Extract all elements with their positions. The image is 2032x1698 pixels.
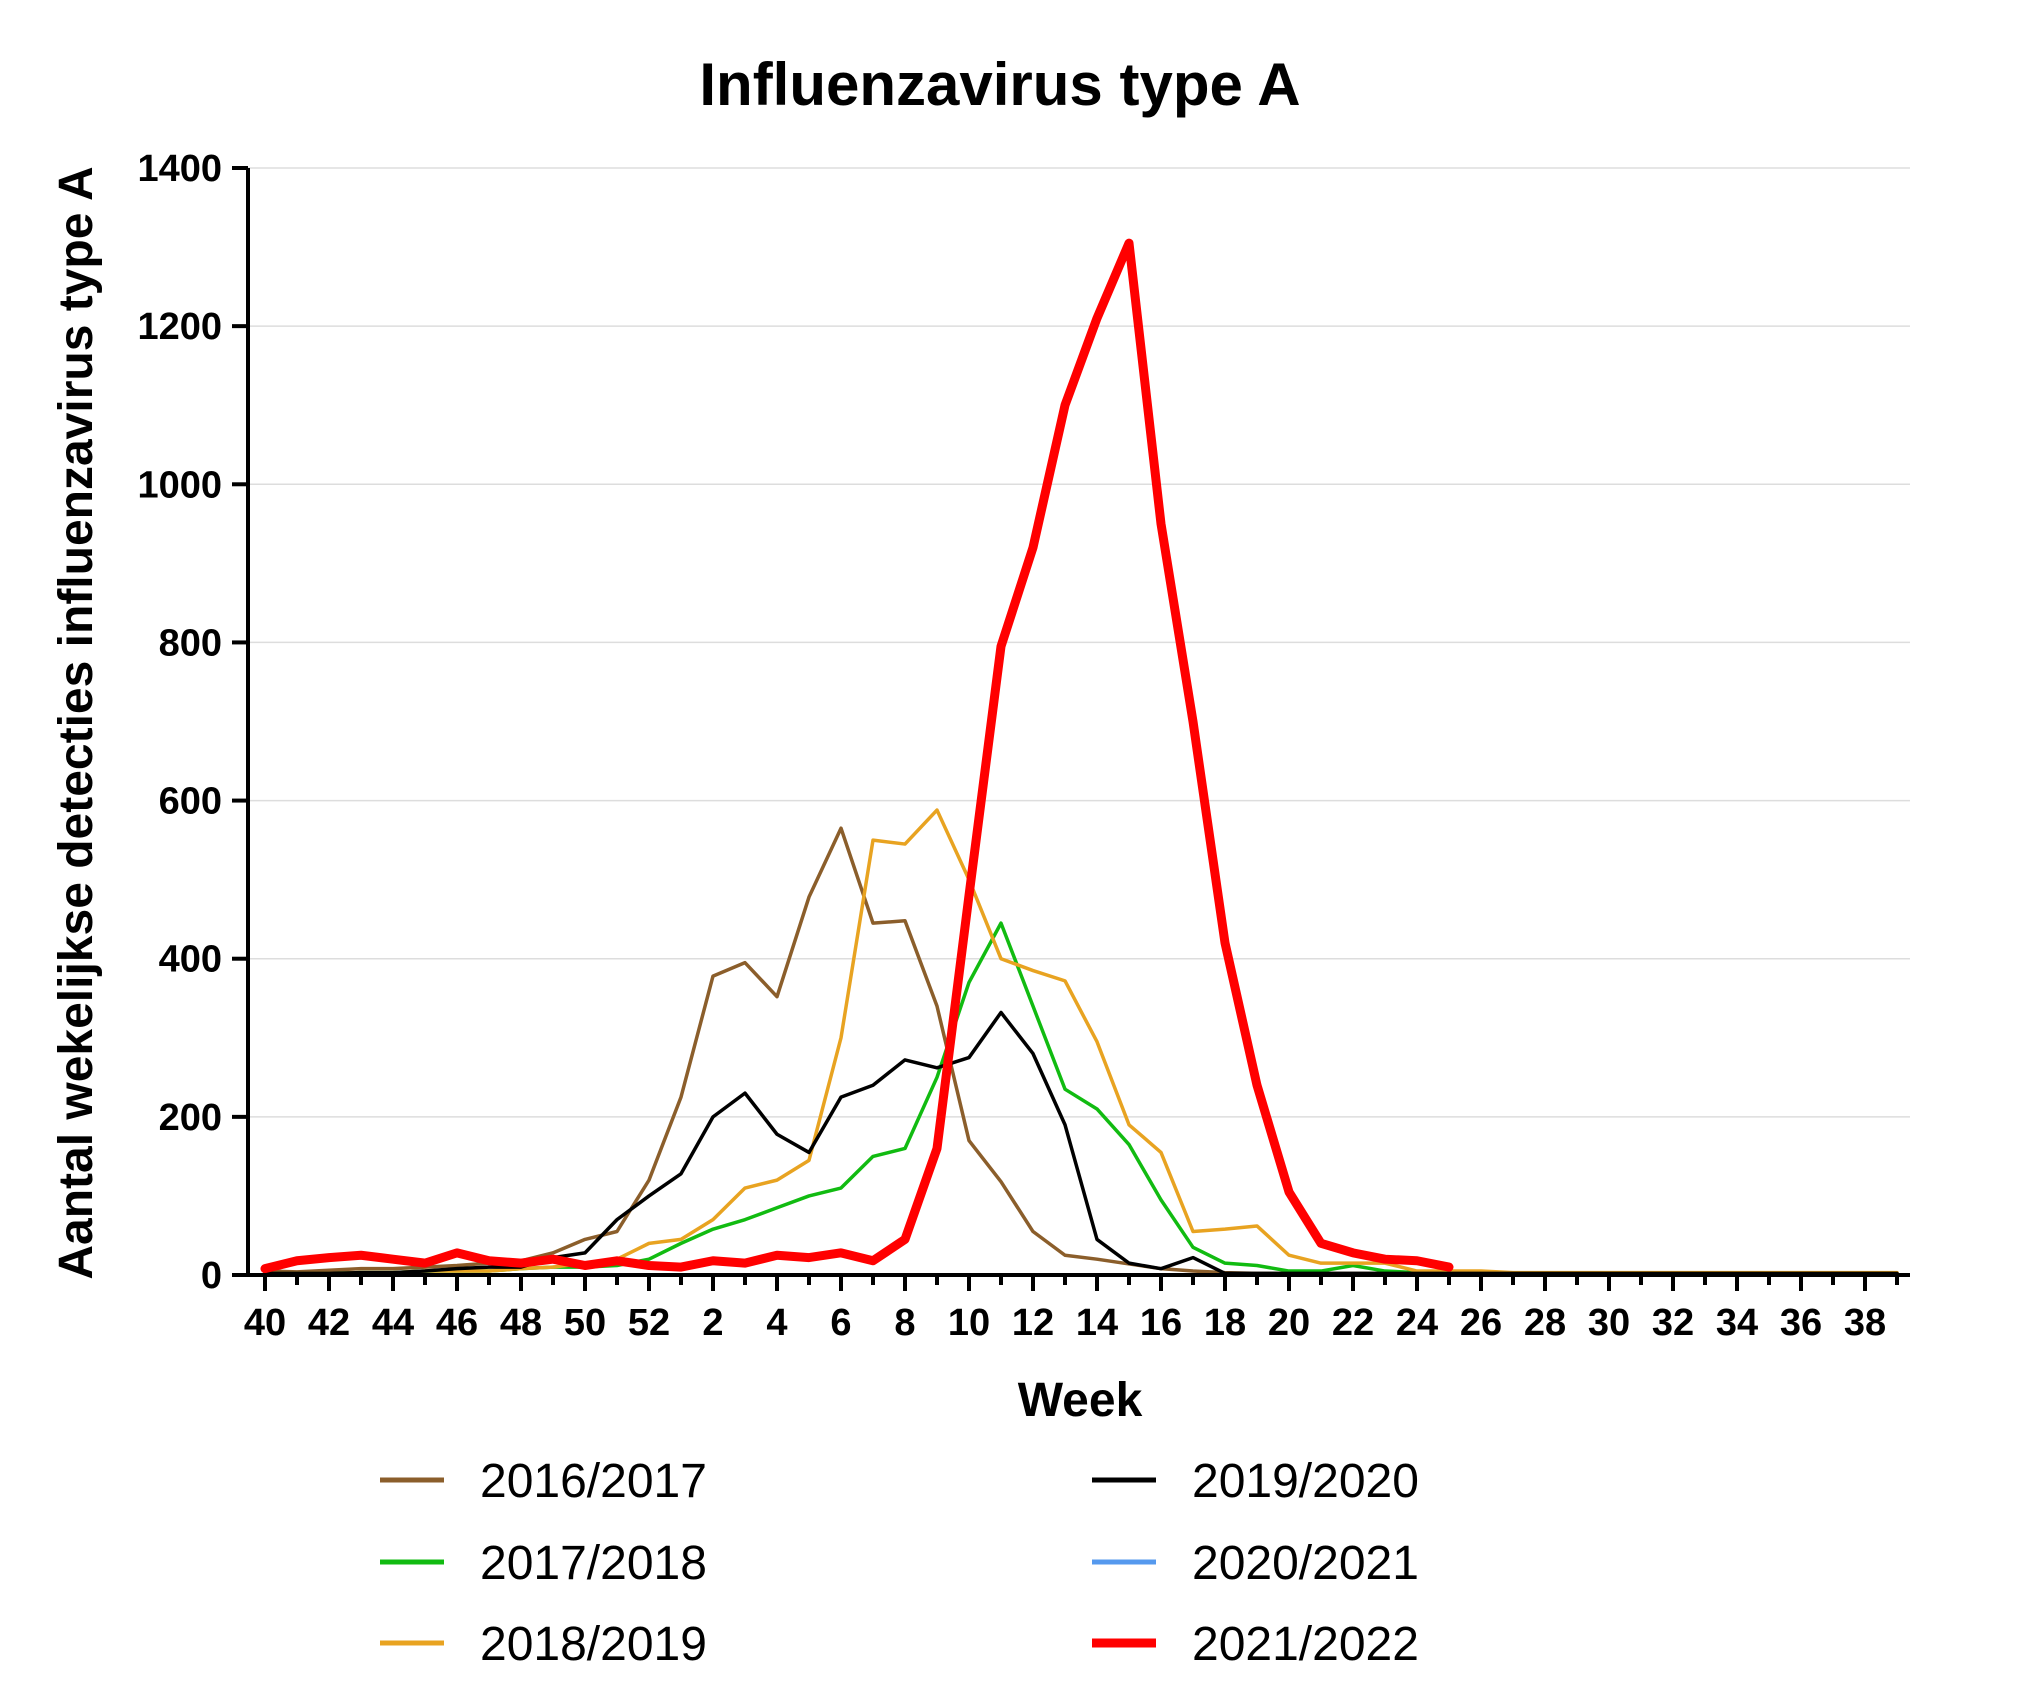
x-tick-label: 32 <box>1652 1302 1694 1344</box>
y-tick-label: 1400 <box>137 148 222 190</box>
y-tick-label: 800 <box>159 622 222 664</box>
y-tick-label: 1000 <box>137 464 222 506</box>
x-tick-label: 50 <box>564 1302 606 1344</box>
legend-label: 2018/2019 <box>480 1618 707 1671</box>
x-tick-label: 28 <box>1524 1302 1566 1344</box>
y-tick-label: 1200 <box>137 306 222 348</box>
y-tick-label: 400 <box>159 939 222 981</box>
x-tick-label: 44 <box>372 1302 414 1344</box>
legend-label: 2016/2017 <box>480 1455 707 1508</box>
series-line-2019-2020 <box>263 1010 1899 1276</box>
series-line-2021-2022 <box>260 238 1454 1274</box>
y-axis-label: Aantal wekelijkse detecties influenzavir… <box>50 166 103 1279</box>
x-axis-label: Week <box>1018 1374 1143 1427</box>
x-tick-label: 46 <box>436 1302 478 1344</box>
x-tick-label: 8 <box>894 1302 915 1344</box>
chart-title: Influenzavirus type A <box>699 51 1300 118</box>
x-tick-label: 30 <box>1588 1302 1630 1344</box>
x-tick-label: 2 <box>702 1302 723 1344</box>
legend-label: 2017/2018 <box>480 1537 707 1590</box>
x-tick-label: 10 <box>948 1302 990 1344</box>
x-tick-label: 16 <box>1140 1302 1182 1344</box>
x-tick-label: 20 <box>1268 1302 1310 1344</box>
x-tick-label: 42 <box>308 1302 350 1344</box>
x-tick-label: 14 <box>1076 1302 1118 1344</box>
legend: 2016/2017 2017/2018 2018/2019 2019/2020 2020… <box>380 1455 1419 1671</box>
x-tick-label: 4 <box>766 1302 787 1344</box>
x-tick-label: 18 <box>1204 1302 1246 1344</box>
legend-label: 2021/2022 <box>1192 1618 1419 1671</box>
x-tick-label: 52 <box>628 1302 670 1344</box>
legend-label: 2019/2020 <box>1192 1455 1419 1508</box>
series-line-2016-2017 <box>263 826 1899 1276</box>
series-line-2017-2018 <box>263 921 1899 1276</box>
x-tick-label: 38 <box>1844 1302 1886 1344</box>
series-line-2018-2019 <box>263 808 1899 1276</box>
x-tick-label: 40 <box>244 1302 286 1344</box>
x-tick-label: 36 <box>1780 1302 1822 1344</box>
series-group <box>260 238 1899 1277</box>
legend-label: 2020/2021 <box>1192 1537 1419 1590</box>
y-tick-label: 0 <box>201 1255 222 1297</box>
x-tick-label: 34 <box>1716 1302 1758 1344</box>
x-tick-label: 24 <box>1396 1302 1438 1344</box>
x-tick-label: 12 <box>1012 1302 1054 1344</box>
x-tick-label: 26 <box>1460 1302 1502 1344</box>
y-tick-label: 600 <box>159 781 222 823</box>
y-tick-label: 200 <box>159 1097 222 1139</box>
x-tick-label: 6 <box>830 1302 851 1344</box>
grid-lines <box>248 167 1910 1118</box>
x-tick-label: 48 <box>500 1302 542 1344</box>
x-tick-label: 22 <box>1332 1302 1374 1344</box>
